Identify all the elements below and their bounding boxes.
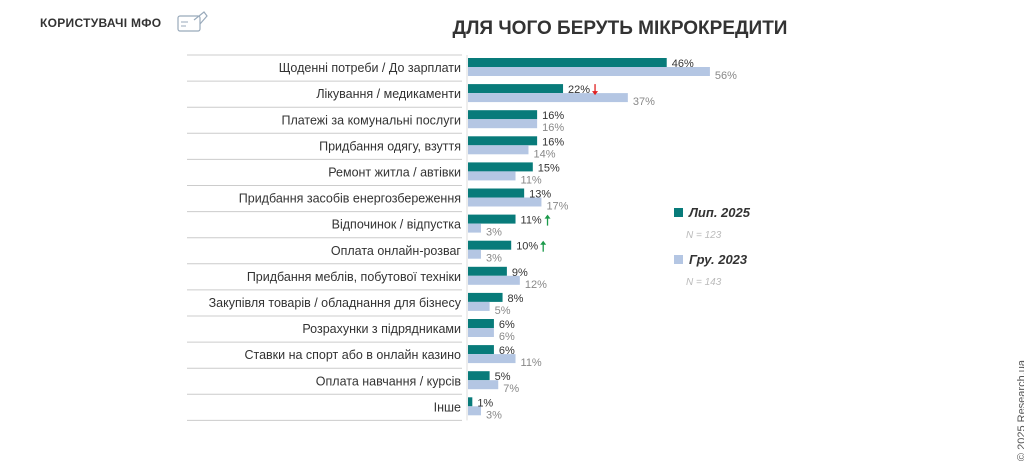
value-label-2023: 7% [503, 383, 519, 395]
value-label-2023: 12% [525, 279, 547, 291]
value-label-2023: 16% [542, 122, 564, 134]
value-label-2025: 6% [499, 345, 515, 357]
brand-label: КОРИСТУВАЧІ МФО [40, 16, 162, 30]
bar-2023 [468, 171, 516, 181]
category-label: Придбання одягу, взуття [319, 139, 461, 153]
category-label: Оплата навчання / курсів [316, 374, 462, 388]
value-label-2025: 5% [495, 371, 511, 383]
bar-2025 [468, 371, 490, 381]
legend-series-2: Гру. 2023 N = 143 [674, 252, 747, 288]
value-label-2023: 17% [546, 201, 568, 213]
bar-2025 [468, 188, 525, 198]
value-label-2025: 8% [508, 293, 524, 305]
value-label-2023: 5% [495, 305, 511, 317]
value-label-2025: 16% [542, 110, 564, 122]
bar-2025 [468, 397, 473, 407]
bar-2023 [468, 328, 494, 337]
value-label-2025: 16% [542, 136, 564, 148]
category-label: Ремонт житла / автівки [328, 165, 461, 179]
value-label-2023: 11% [521, 174, 542, 186]
bar-2025 [468, 58, 667, 67]
bar-2023 [468, 145, 529, 155]
category-label: Платежі за комунальні послуги [281, 113, 461, 127]
bar-2023 [468, 406, 481, 416]
value-label-2025: 46% [672, 58, 694, 70]
bar-2025 [468, 214, 516, 224]
value-label-2023: 37% [633, 96, 655, 108]
category-label: Відпочинок / відпустка [332, 218, 461, 232]
category-label: Інше [434, 400, 461, 414]
value-label-2023: 14% [533, 148, 555, 160]
value-label-2025: 11% [521, 215, 542, 227]
copyright: © 2025 Research.ua [1016, 360, 1024, 461]
value-label-2023: 3% [486, 227, 502, 239]
value-label-2025: 10% [516, 241, 538, 253]
bar-2025 [468, 266, 507, 276]
bar-2025 [468, 162, 533, 172]
category-label: Оплата онлайн-розваг [331, 244, 462, 258]
value-label-2023: 11% [521, 357, 542, 369]
legend-n: N = 143 [686, 277, 722, 288]
category-label: Закупівля товарів / обладнання для бізне… [209, 296, 462, 310]
value-label-2023: 3% [486, 253, 502, 265]
bar-2023 [468, 197, 542, 207]
arrow-up-icon [540, 240, 547, 245]
value-label-2025: 13% [529, 189, 551, 201]
value-label-2025: 1% [477, 397, 493, 409]
bar-2023 [468, 301, 490, 311]
legend-label: Лип. 2025 [689, 205, 750, 220]
category-label: Щоденні потреби / До зарплати [279, 61, 461, 75]
chart-title: ДЛЯ ЧОГО БЕРУТЬ МІКРОКРЕДИТИ [452, 18, 788, 39]
bar-2025 [468, 345, 494, 355]
value-label-2025: 15% [538, 162, 560, 174]
card-hand-icon [177, 11, 208, 32]
bar-2023 [468, 354, 516, 364]
category-label: Ставки на спорт або в онлайн казино [244, 348, 461, 362]
bar-2025 [468, 319, 494, 328]
bar-2023 [468, 67, 710, 76]
bar-chart: Щоденні потреби / До зарплати 46% 56% Лікув… [187, 54, 737, 421]
bar-2023 [468, 119, 538, 129]
legend-swatch [674, 208, 683, 217]
bar-2025 [468, 240, 512, 250]
category-label: Розрахунки з підрядниками [302, 322, 461, 336]
arrow-up-icon [544, 214, 551, 219]
bar-2023 [468, 93, 628, 103]
bar-2023 [468, 223, 481, 233]
bar-2023 [468, 249, 481, 259]
bar-2025 [468, 292, 503, 302]
value-label-2025: 6% [499, 319, 515, 331]
bar-2025 [468, 110, 538, 120]
value-label-2023: 56% [715, 70, 737, 82]
category-label: Лікування / медикаменти [316, 87, 461, 101]
bar-2025 [468, 84, 564, 94]
bar-2023 [468, 380, 499, 390]
legend-label: Гру. 2023 [689, 252, 748, 267]
value-label-2023: 6% [499, 331, 515, 343]
bar-2025 [468, 136, 538, 146]
category-label: Придбання меблів, побутової техніки [247, 270, 461, 284]
legend-series-1: Лип. 2025 N = 123 [674, 205, 750, 241]
legend-swatch [674, 255, 683, 264]
value-label-2025: 9% [512, 267, 528, 279]
value-label-2023: 3% [486, 409, 502, 421]
category-label: Придбання засобів енергозбереження [239, 192, 461, 206]
legend-n: N = 123 [686, 230, 722, 241]
bar-2023 [468, 275, 520, 285]
value-label-2025: 22% [568, 84, 590, 96]
arrow-down-icon [592, 91, 599, 96]
